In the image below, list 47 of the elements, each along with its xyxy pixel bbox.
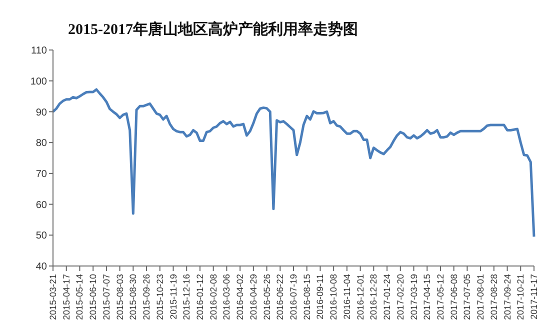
x-tick-label: 2017-05-12 bbox=[435, 274, 446, 320]
x-tick-label: 2016-05-26 bbox=[262, 274, 272, 320]
line-series bbox=[52, 88, 536, 238]
y-tick-label: 80 bbox=[36, 138, 48, 150]
x-tick-label: 2016-07-19 bbox=[288, 274, 298, 320]
x-tick-label: 2015-08-03 bbox=[114, 274, 125, 320]
x-tick-label: 2015-04-17 bbox=[61, 274, 72, 320]
x-tick-label: 2017-07-05 bbox=[462, 274, 472, 320]
x-tick-label: 2016-08-15 bbox=[302, 274, 312, 320]
x-tick-label: 2017-08-28 bbox=[488, 274, 499, 320]
x-tick-label: 2016-01-12 bbox=[194, 274, 205, 320]
y-tick-label: 90 bbox=[36, 107, 48, 118]
y-tick-label: 50 bbox=[36, 230, 48, 242]
x-tick-label: 2015-10-23 bbox=[154, 274, 165, 320]
x-tick-label: 2015-05-14 bbox=[74, 274, 85, 320]
x-tick-label: 2015-09-26 bbox=[142, 274, 152, 320]
x-tick-label: 2017-01-24 bbox=[382, 274, 392, 320]
x-tick-label: 2015-06-10 bbox=[88, 274, 98, 320]
x-tick-label: 2017-03-19 bbox=[408, 274, 419, 320]
x-tick-label: 2017-11-17 bbox=[529, 274, 539, 320]
x-tick-label: 2017-09-24 bbox=[502, 274, 512, 320]
x-tick-label: 2017-06-08 bbox=[448, 274, 459, 320]
x-tick-label: 2017-02-20 bbox=[395, 274, 406, 320]
x-tick-label: 2017-04-15 bbox=[422, 274, 432, 320]
x-tick-label: 2016-12-01 bbox=[355, 274, 366, 320]
y-tick-label: 100 bbox=[30, 76, 48, 88]
x-tick-label: 2016-04-02 bbox=[235, 274, 246, 320]
x-tick-label: 2015-03-21 bbox=[48, 274, 58, 320]
x-tick-label: 2016-10-08 bbox=[328, 274, 339, 320]
x-tick-label: 2016-11-04 bbox=[342, 274, 352, 320]
x-tick-label: 2016-03-06 bbox=[222, 274, 232, 320]
y-tick-label: 70 bbox=[36, 168, 48, 180]
x-tick-label: 2015-08-30 bbox=[128, 274, 138, 320]
x-tick-label: 2016-09-11 bbox=[315, 274, 326, 320]
x-tick-label: 2017-10-21 bbox=[516, 274, 526, 320]
y-tick-label: 40 bbox=[36, 262, 48, 273]
x-tick-label: 2016-12-28 bbox=[368, 274, 379, 320]
y-tick-label: 110 bbox=[31, 46, 48, 57]
x-tick-label: 2015-12-16 bbox=[182, 274, 192, 320]
x-tick-label: 2016-04-29 bbox=[248, 274, 258, 320]
x-tick-label: 2016-06-22 bbox=[275, 274, 286, 320]
x-tick-label: 2016-02-08 bbox=[208, 274, 218, 320]
chart-title: 2015-2017年唐山地区高炉产能利用率走势图 bbox=[68, 20, 358, 39]
x-tick-label: 2015-07-07 bbox=[101, 274, 112, 320]
x-tick-label: 2017-08-01 bbox=[476, 274, 486, 320]
y-tick-label: 60 bbox=[36, 200, 48, 211]
x-tick-label: 2015-11-19 bbox=[168, 274, 178, 320]
